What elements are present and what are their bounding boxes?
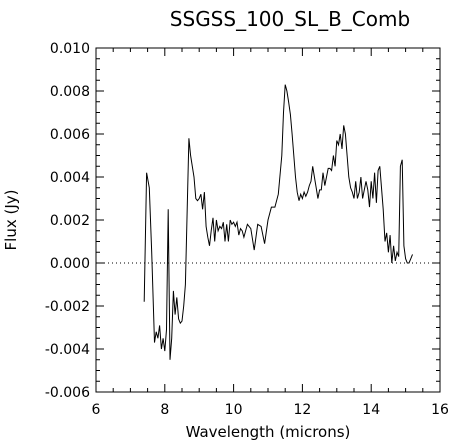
y-tick-label: -0.002 (45, 299, 90, 315)
y-tick-label: 0.000 (50, 256, 90, 272)
y-tick-label: 0.006 (50, 127, 90, 143)
x-tick-label: 16 (431, 402, 449, 418)
x-tick-label: 12 (293, 402, 311, 418)
x-tick-label: 6 (92, 402, 101, 418)
y-tick-label: 0.004 (50, 170, 90, 186)
y-tick-label: 0.008 (50, 84, 90, 100)
y-axis: -0.006 -0.004 -0.002 0.000 0.002 0.004 0.006 0.… (45, 41, 440, 401)
x-tick-label: 14 (362, 402, 380, 418)
x-tick-label: 8 (160, 402, 169, 418)
y-tick-label: -0.006 (45, 385, 90, 401)
y-tick-label: -0.004 (45, 342, 90, 358)
chart-title: SSGSS_100_SL_B_Comb (170, 7, 410, 31)
x-axis-label: Wavelength (microns) (186, 423, 351, 441)
x-tick-label: 10 (225, 402, 243, 418)
series-line (143, 84, 413, 360)
y-tick-label: 0.010 (50, 41, 90, 57)
y-tick-label: 0.002 (50, 213, 90, 229)
y-axis-label: Flux (Jy) (2, 190, 20, 251)
x-axis: 6 8 10 12 14 16 (92, 48, 449, 418)
